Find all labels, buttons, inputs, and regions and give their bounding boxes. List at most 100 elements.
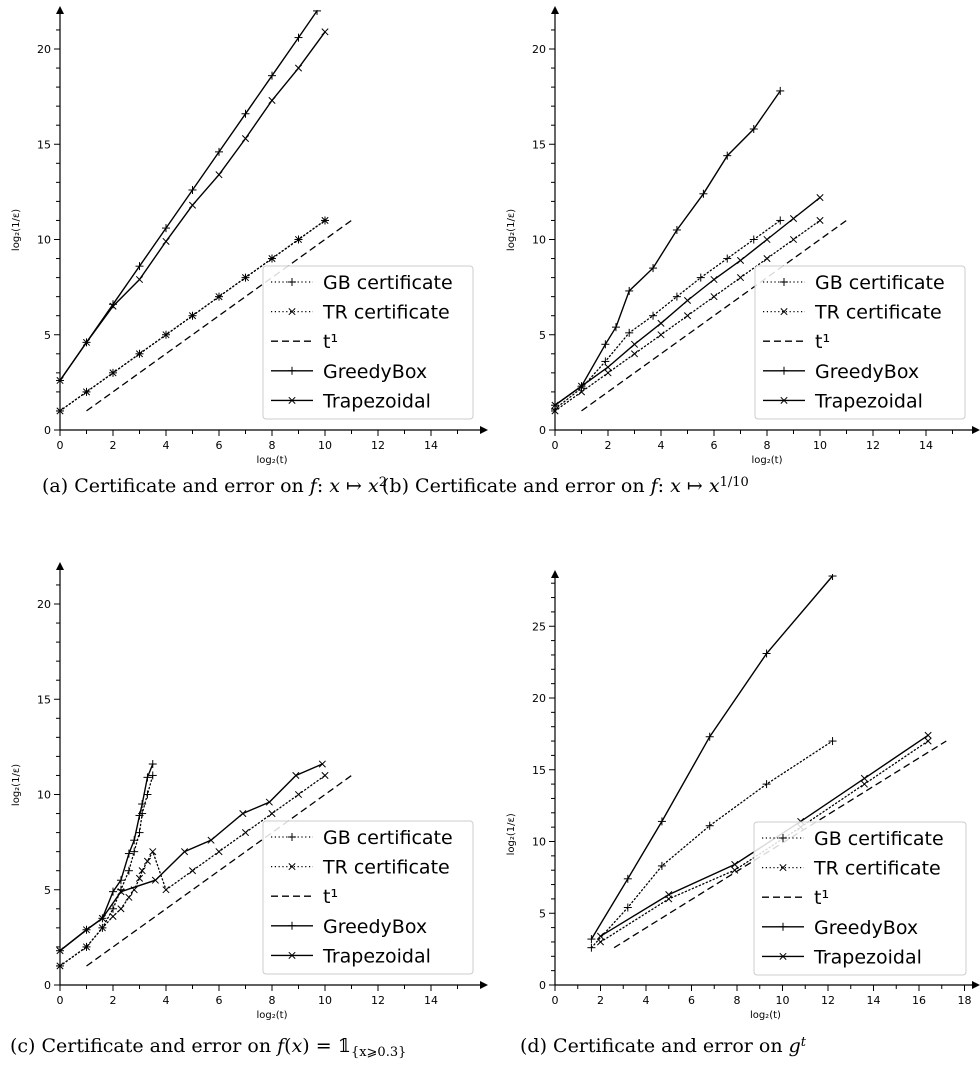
- data-point: [109, 369, 117, 377]
- legend-marker: [779, 864, 787, 872]
- series-group: [56, 10, 352, 415]
- x-tick-label: 12: [371, 439, 385, 452]
- x-tick-label: 8: [764, 439, 771, 452]
- x-tick-label: 18: [958, 994, 972, 1007]
- data-point: [657, 331, 665, 339]
- data-point: [763, 235, 771, 244]
- data-point: [138, 867, 146, 875]
- x-tick-label: 6: [711, 439, 718, 452]
- y-tick-label: 0: [44, 979, 51, 992]
- legend-marker: [779, 952, 787, 960]
- legend-entry: Trapezoidal: [814, 390, 923, 412]
- legend-box: [754, 265, 966, 420]
- x-tick-label: 6: [688, 994, 695, 1007]
- chart-panel-1: 0 2 4 6 8 10 12 14 0 5 10 15 20 log₂(t) log₂(1/ε) GB ce…: [382, 6, 980, 497]
- x-tick-label: 2: [597, 994, 604, 1007]
- data-point: [117, 905, 125, 913]
- x-tick-label: 4: [163, 994, 170, 1007]
- y-axis-label: log₂(1/ε): [506, 209, 517, 251]
- x-tick-label: 10: [776, 994, 790, 1007]
- data-point: [736, 256, 745, 265]
- legend-box: [262, 820, 474, 975]
- legend-entry: GB certificate: [814, 828, 944, 850]
- data-point: [215, 171, 223, 179]
- y-tick-label: 10: [37, 789, 51, 802]
- data-point: [143, 857, 152, 865]
- data-point: [924, 731, 932, 739]
- data-point: [215, 848, 223, 856]
- y-axis-arrow: [551, 6, 559, 14]
- y-tick-label: 5: [44, 884, 51, 897]
- legend-entry: Trapezoidal: [322, 945, 431, 967]
- x-tick-label: 14: [424, 439, 438, 452]
- data-point: [241, 274, 250, 282]
- data-point: [241, 829, 250, 837]
- series-line-greedybox: [59, 763, 154, 952]
- series-line-greedybox: [554, 90, 781, 406]
- data-point: [98, 924, 106, 932]
- legend-entry: GreedyBox: [323, 361, 427, 383]
- chart-panel-2: 0 2 4 6 8 10 12 14 0 5 10 15 20 log₂(t) log₂(1/ε) GB ce…: [10, 562, 488, 1060]
- data-point: [268, 96, 276, 104]
- data-point: [239, 809, 247, 818]
- x-tick-label: 10: [318, 439, 332, 452]
- data-point: [188, 867, 197, 875]
- data-point: [321, 771, 329, 780]
- data-point: [180, 848, 189, 856]
- y-tick-label: 0: [539, 424, 546, 437]
- y-tick-label: 20: [532, 43, 546, 56]
- data-point: [98, 914, 106, 922]
- series-line-tr-certificate: [59, 774, 326, 967]
- data-point: [710, 293, 718, 301]
- y-tick-label: 15: [37, 693, 51, 706]
- x-axis-arrow: [972, 426, 980, 434]
- data-point: [135, 350, 144, 358]
- data-point: [268, 254, 276, 263]
- data-point: [292, 771, 300, 780]
- y-tick-label: 10: [37, 234, 51, 247]
- data-point: [604, 363, 612, 371]
- data-point: [149, 848, 157, 856]
- y-axis-arrow: [551, 570, 559, 578]
- legend-entry: t¹: [323, 331, 338, 353]
- x-tick-label: 4: [643, 994, 650, 1007]
- x-axis-label: log₂(t): [750, 1010, 781, 1021]
- series-line-greedybox: [590, 575, 834, 940]
- data-point: [82, 926, 91, 934]
- data-point: [294, 235, 303, 244]
- x-tick-label: 6: [216, 994, 223, 1007]
- data-point: [321, 216, 329, 225]
- x-tick-label: 10: [318, 994, 332, 1007]
- x-tick-label: 14: [867, 994, 881, 1007]
- data-point: [151, 876, 159, 884]
- series-line-gb-certificate: [554, 219, 781, 410]
- y-tick-label: 25: [532, 620, 546, 633]
- x-tick-label: 0: [552, 439, 559, 452]
- legend-entry: Trapezoidal: [813, 946, 922, 968]
- data-point: [731, 860, 739, 869]
- x-tick-label: 6: [216, 439, 223, 452]
- x-tick-label: 2: [605, 439, 612, 452]
- chart-panel-3: 0 2 4 6 8 10 12 14 16 18 0 5 10 15 20 25 log₂(t) log₂(1/ε…: [506, 570, 980, 1057]
- legend-entry: GreedyBox: [814, 917, 918, 939]
- legend-entry: TR certificate: [813, 858, 941, 880]
- y-tick-label: 5: [44, 329, 51, 342]
- legend-entry: t¹: [815, 331, 830, 353]
- y-tick-label: 10: [532, 234, 546, 247]
- figure-caption: (a) Certificate and error on f: x ↦ x2: [42, 475, 387, 497]
- legend-marker: [288, 863, 296, 871]
- x-axis-label: log₂(t): [752, 455, 783, 466]
- legend-entry: Trapezoidal: [322, 390, 431, 412]
- y-tick-label: 15: [532, 138, 546, 151]
- x-tick-label: 8: [269, 994, 276, 1007]
- data-point: [551, 401, 559, 409]
- y-tick-label: 10: [532, 836, 546, 849]
- series-group: [587, 574, 947, 952]
- legend-entry: t¹: [323, 886, 338, 908]
- x-axis-label: log₂(t): [257, 455, 288, 466]
- data-point: [604, 369, 612, 377]
- data-point: [130, 886, 138, 894]
- data-point: [109, 912, 117, 920]
- data-point: [117, 888, 125, 896]
- x-tick-label: 16: [912, 994, 926, 1007]
